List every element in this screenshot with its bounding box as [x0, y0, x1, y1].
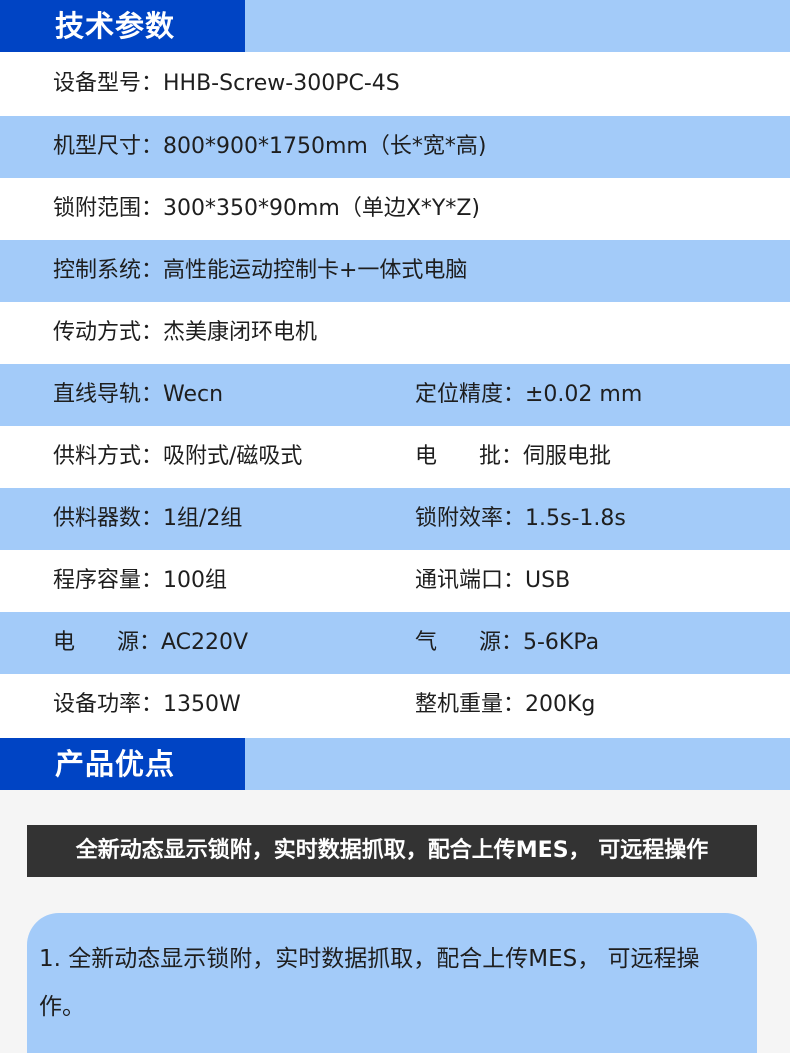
feature-banner: 全新动态显示锁附，实时数据抓取，配合上传MES， 可远程操作 — [27, 825, 757, 877]
spec-row: 供料方式：吸附式/磁吸式 电 批：伺服电批 — [0, 426, 790, 488]
spec-row: 设备型号：HHB-Screw-300PC-4S — [0, 52, 790, 116]
spec-table: 设备型号：HHB-Screw-300PC-4S 机型尺寸：800*900*1750… — [0, 52, 790, 736]
spec-row: 设备功率：1350W 整机重量：200Kg — [0, 674, 790, 736]
spec-row: 锁附范围：300*350*90mm（单边X*Y*Z) — [0, 178, 790, 240]
spec-item-left: 供料器数：1组/2组 — [53, 506, 243, 531]
spec-row: 机型尺寸：800*900*1750mm（长*宽*高) — [0, 116, 790, 178]
spec-item-left: 传动方式：杰美康闭环电机 — [53, 320, 318, 345]
spec-item-left: 直线导轨：Wecn — [53, 382, 224, 407]
spec-item-left: 程序容量：100组 — [53, 568, 227, 593]
spec-item-left: 供料方式：吸附式/磁吸式 — [53, 444, 303, 469]
spec-row: 电 源：AC220V 气 源：5-6KPa — [0, 612, 790, 674]
spec-item-left: 设备型号：HHB-Screw-300PC-4S — [53, 71, 400, 96]
spec-row: 供料器数：1组/2组 锁附效率：1.5s-1.8s — [0, 488, 790, 550]
section-title: 技术参数 — [0, 0, 245, 52]
spec-item-left: 控制系统：高性能运动控制卡+一体式电脑 — [53, 258, 468, 283]
feature-text: 1. 全新动态显示锁附，实时数据抓取，配合上传MES， 可远程操作。 — [39, 946, 700, 1020]
spec-item-right: 气 源：5-6KPa — [415, 630, 600, 655]
divider — [0, 736, 790, 738]
feature-card: 1. 全新动态显示锁附，实时数据抓取，配合上传MES， 可远程操作。 — [27, 913, 757, 1053]
section-title: 产品优点 — [0, 738, 245, 790]
spec-item-left: 设备功率：1350W — [53, 692, 241, 717]
spec-item-right: 电 批：伺服电批 — [415, 444, 611, 469]
section-header-advantages: 产品优点 — [0, 738, 790, 790]
spec-item-right: 通讯端口：USB — [415, 568, 571, 593]
spec-item-left: 锁附范围：300*350*90mm（单边X*Y*Z) — [53, 196, 481, 221]
spec-item-left: 机型尺寸：800*900*1750mm（长*宽*高) — [53, 134, 487, 159]
spec-row: 直线导轨：Wecn 定位精度：±0.02 mm — [0, 364, 790, 426]
spec-item-right: 整机重量：200Kg — [415, 692, 596, 717]
spec-row: 程序容量：100组 通讯端口：USB — [0, 550, 790, 612]
section-header-specs: 技术参数 — [0, 0, 790, 52]
spec-item-right: 锁附效率：1.5s-1.8s — [415, 506, 626, 531]
spec-item-right: 定位精度：±0.02 mm — [415, 382, 643, 407]
spec-item-left: 电 源：AC220V — [53, 630, 249, 655]
spec-row: 控制系统：高性能运动控制卡+一体式电脑 — [0, 240, 790, 302]
spec-row: 传动方式：杰美康闭环电机 — [0, 302, 790, 364]
